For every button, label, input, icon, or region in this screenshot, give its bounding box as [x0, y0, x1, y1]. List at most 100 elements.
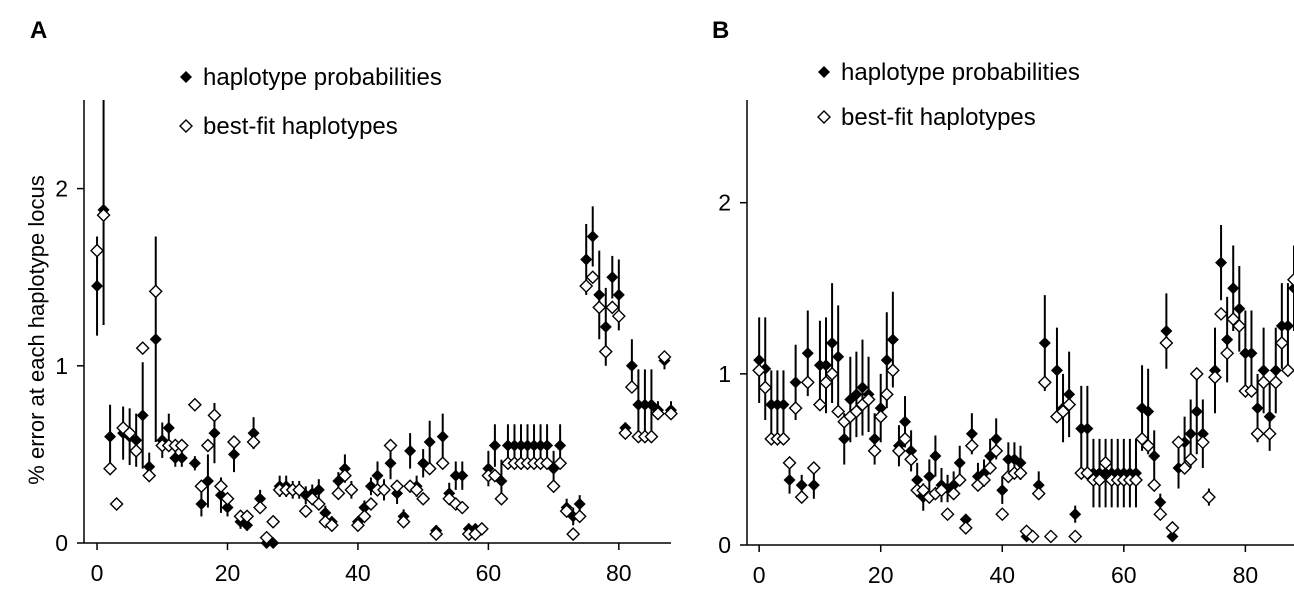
data-point-probability	[221, 501, 234, 514]
data-point-probability	[175, 451, 188, 464]
data-point-best-fit	[435, 456, 450, 471]
data-point-best-fit	[1232, 318, 1247, 333]
data-point-best-fit	[776, 431, 791, 446]
data-point-probability	[1233, 302, 1246, 315]
data-point-probability	[188, 457, 201, 470]
data-point-best-fit	[831, 404, 846, 419]
data-point-best-fit	[644, 429, 659, 444]
data-point-best-fit	[812, 397, 827, 412]
data-point-best-fit	[800, 375, 815, 390]
data-point-best-fit	[1280, 363, 1294, 378]
data-point-best-fit	[240, 509, 255, 524]
data-point-probability	[488, 439, 501, 452]
data-point-probability	[1014, 456, 1027, 469]
data-point-probability	[625, 359, 638, 372]
data-point-probability	[208, 427, 221, 440]
data-point-best-fit	[474, 521, 489, 536]
data-point-probability	[580, 253, 593, 266]
data-point-probability	[534, 439, 547, 452]
data-point-probability	[241, 519, 254, 532]
data-point-best-fit	[422, 461, 437, 476]
data-point-best-fit	[989, 443, 1004, 458]
data-point-best-fit	[383, 438, 398, 453]
data-point-best-fit	[1268, 375, 1283, 390]
data-point-best-fit	[363, 497, 378, 512]
data-point-probability	[247, 427, 260, 440]
data-point-best-fit	[448, 497, 463, 512]
data-point-probability	[1245, 347, 1258, 360]
data-point-best-fit	[1208, 370, 1222, 385]
data-point-best-fit	[396, 514, 411, 529]
data-point-best-fit	[331, 486, 346, 501]
data-point-probability	[929, 450, 942, 462]
x-tick-label: 60	[476, 560, 502, 586]
data-point-best-fit	[559, 504, 574, 519]
data-point-probability	[832, 350, 845, 363]
data-point-probability	[1269, 364, 1282, 377]
data-point-probability	[905, 444, 918, 457]
data-point-best-fit	[103, 461, 118, 476]
data-point-probability	[391, 487, 404, 500]
data-point-probability	[104, 430, 117, 443]
data-point-best-fit	[1165, 520, 1180, 535]
data-point-probability	[573, 498, 586, 511]
data-point-probability	[789, 376, 802, 389]
data-point-best-fit	[96, 208, 111, 223]
data-point-probability	[1257, 364, 1270, 377]
data-point-probability	[826, 337, 839, 350]
data-point-probability	[1154, 496, 1167, 509]
panel-a-letter: A	[30, 17, 47, 44]
data-point-best-fit	[213, 479, 228, 494]
data-point-probability	[783, 473, 796, 486]
data-point-probability	[482, 462, 495, 475]
panel-a: A % error at each haplotype locus haplot…	[24, 17, 678, 586]
data-point-probability	[436, 430, 449, 443]
x-tick-label: 40	[989, 562, 1015, 588]
data-point-probability	[514, 439, 527, 452]
data-point-probability	[868, 432, 881, 445]
data-point-best-fit	[142, 468, 157, 483]
x-tick-label: 80	[1233, 562, 1259, 588]
x-tick-label: 80	[606, 560, 632, 586]
data-point-best-fit	[657, 349, 672, 364]
data-point-best-fit	[409, 482, 424, 497]
data-point-probability	[638, 398, 651, 411]
data-point-best-fit	[940, 507, 955, 522]
data-point-probability	[1221, 333, 1234, 346]
data-point-probability	[856, 381, 869, 394]
data-point-best-fit	[904, 452, 919, 467]
data-point-probability	[1275, 319, 1288, 332]
data-point-probability	[1075, 422, 1088, 435]
data-point-best-fit	[618, 426, 633, 441]
data-point-best-fit	[1256, 375, 1271, 390]
data-point-best-fit	[253, 500, 268, 515]
data-point-probability	[874, 402, 887, 415]
panel-b: B haplotype probabilities best-fit haplo…	[712, 17, 1294, 588]
data-point-probability	[541, 439, 554, 452]
data-point-best-fit	[977, 472, 992, 487]
data-point-probability	[1263, 410, 1276, 423]
data-point-best-fit	[650, 406, 665, 421]
data-point-best-fit	[1214, 306, 1229, 321]
data-point-probability	[1069, 508, 1082, 521]
data-point-best-fit	[122, 426, 137, 441]
data-point-probability	[990, 432, 1003, 445]
data-point-probability	[886, 333, 899, 346]
data-point-best-fit	[873, 409, 888, 424]
x-tick-label: 20	[215, 560, 241, 586]
data-point-best-fit	[861, 392, 876, 407]
data-point-best-fit	[867, 443, 882, 458]
data-point-best-fit	[1220, 346, 1235, 361]
data-point-best-fit	[794, 490, 809, 505]
y-axis-title: % error at each haplotype locus	[24, 175, 49, 484]
legend-label-best-fit: best-fit haplotypes	[203, 113, 398, 140]
data-point-best-fit	[357, 509, 372, 524]
data-point-probability	[777, 398, 790, 411]
data-point-best-fit	[390, 479, 405, 494]
legend-marker-open	[817, 110, 831, 124]
data-point-best-fit	[227, 435, 242, 449]
data-point-best-fit	[1013, 466, 1028, 481]
data-point-best-fit	[1037, 375, 1052, 390]
data-point-probability	[586, 230, 599, 243]
